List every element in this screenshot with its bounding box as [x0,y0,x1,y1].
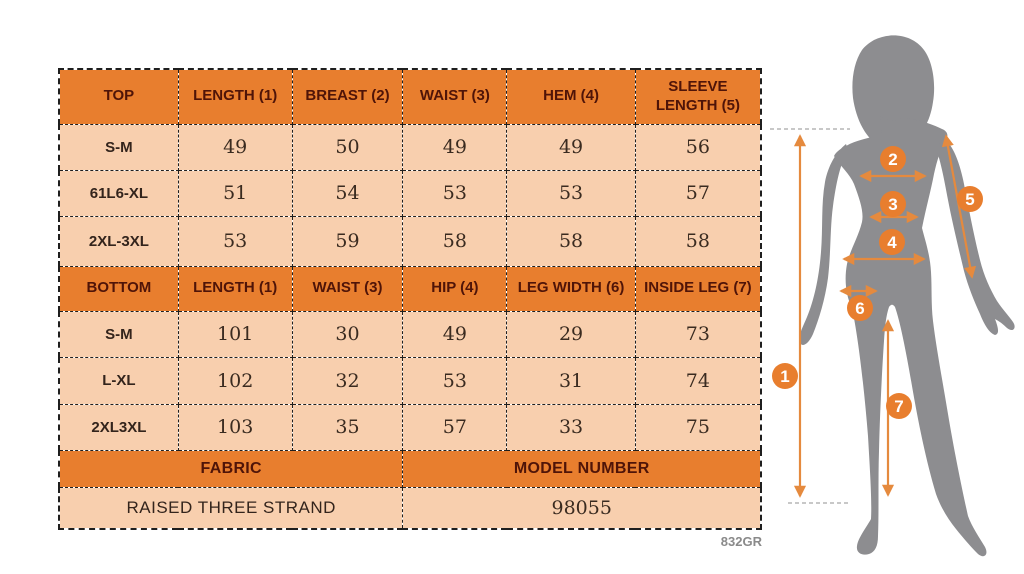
value-cell: 51 [177,169,293,217]
value-cell: 75 [634,403,762,451]
silhouette-left-arm [799,144,848,345]
header-cell-model-number: MODEL NUMBER [402,449,762,488]
header-cell-waist: WAIST (3) [291,265,404,312]
value-cell: 58 [402,215,508,267]
bottom-header-row: BOTTOM LENGTH (1) WAIST (3) HIP (4) LEG … [58,265,762,312]
measurement-arrows [793,134,977,498]
female-silhouette [799,35,1015,557]
marker-circle-7 [886,393,912,419]
header-cell-inside-leg: INSIDE LEG (7) [634,265,762,312]
value-cell: 58 [634,215,762,267]
footer-header-row: FABRIC MODEL NUMBER [58,449,762,488]
model-number-value-cell: 98055 [402,486,762,530]
value-cell: 101 [177,310,293,358]
table-row: S-M 101 30 49 29 73 [58,310,762,358]
header-cell-hem: HEM (4) [506,68,636,125]
table-row: L-XL 102 32 53 31 74 [58,356,762,405]
silhouette-head [852,35,935,148]
marker-circle-1 [772,363,798,389]
size-label-cell: 61L6-XL [58,169,179,217]
marker-number-1: 1 [780,367,789,386]
value-cell: 50 [291,123,404,171]
sleeve-arrow-5 [941,134,977,279]
silhouette-body [834,116,987,557]
marker-circle-3 [880,191,906,217]
table-row: 61L6-XL 51 54 53 53 57 [58,169,762,217]
marker-number-5: 5 [965,190,974,209]
size-label-cell: S-M [58,123,179,171]
value-cell: 35 [291,403,404,451]
value-cell: 59 [291,215,404,267]
header-cell-bottom: BOTTOM [58,265,179,312]
measurement-markers: 1 2 3 4 5 6 7 [772,146,983,419]
size-label-cell: S-M [58,310,179,358]
marker-circle-6 [847,295,873,321]
value-cell: 49 [506,123,636,171]
sheet-code: 832GR [720,534,762,549]
header-cell-length: LENGTH (1) [177,68,293,125]
value-cell: 57 [402,403,508,451]
size-chart-table: TOP LENGTH (1) BREAST (2) WAIST (3) HEM … [58,68,762,530]
marker-number-3: 3 [888,195,897,214]
value-cell: 31 [506,356,636,405]
header-cell-leg-width: LEG WIDTH (6) [506,265,636,312]
table-row: 2XL-3XL 53 59 58 58 58 [58,215,762,267]
header-cell-hip: HIP (4) [402,265,508,312]
marker-number-2: 2 [888,150,897,169]
marker-circle-2 [880,146,906,172]
size-label-cell: L-XL [58,356,179,405]
header-cell-fabric: FABRIC [58,449,404,488]
silhouette-right-arm [935,140,1015,335]
value-cell: 57 [634,169,762,217]
fabric-value-cell: RAISED THREE STRAND [58,486,404,530]
value-cell: 49 [177,123,293,171]
header-cell-length: LENGTH (1) [177,265,293,312]
value-cell: 33 [506,403,636,451]
table-row: 2XL3XL 103 35 57 33 75 [58,403,762,451]
value-cell: 102 [177,356,293,405]
marker-circle-5 [957,186,983,212]
marker-circle-4 [879,229,905,255]
header-cell-breast: BREAST (2) [291,68,404,125]
marker-number-6: 6 [855,299,864,318]
size-label-cell: 2XL-3XL [58,215,179,267]
header-cell-sleeve-length: SLEEVE LENGTH (5) [634,68,762,125]
top-header-row: TOP LENGTH (1) BREAST (2) WAIST (3) HEM … [58,68,762,125]
table-row: S-M 49 50 49 49 56 [58,123,762,171]
size-label-cell: 2XL3XL [58,403,179,451]
value-cell: 53 [177,215,293,267]
value-cell: 58 [506,215,636,267]
value-cell: 32 [291,356,404,405]
value-cell: 73 [634,310,762,358]
value-cell: 53 [402,169,508,217]
header-cell-top: TOP [58,68,179,125]
value-cell: 54 [291,169,404,217]
footer-value-row: RAISED THREE STRAND 98055 [58,486,762,530]
marker-number-4: 4 [887,233,897,252]
value-cell: 49 [402,310,508,358]
value-cell: 56 [634,123,762,171]
value-cell: 53 [506,169,636,217]
value-cell: 29 [506,310,636,358]
value-cell: 53 [402,356,508,405]
header-cell-waist: WAIST (3) [402,68,508,125]
value-cell: 74 [634,356,762,405]
value-cell: 103 [177,403,293,451]
measurement-figure: 1 2 3 4 5 6 7 [770,35,1015,557]
value-cell: 49 [402,123,508,171]
marker-number-7: 7 [894,397,903,416]
value-cell: 30 [291,310,404,358]
